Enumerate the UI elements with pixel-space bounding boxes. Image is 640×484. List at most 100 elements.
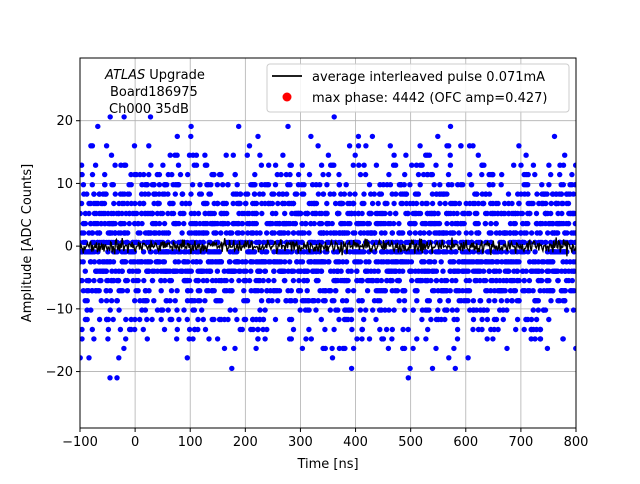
sample-point [451,345,457,352]
sample-point [377,326,383,333]
sample-point [326,259,332,265]
sample-point [214,336,221,342]
sample-point [274,171,280,178]
sample-point [306,307,312,313]
sample-point [431,259,438,265]
sample-point [400,268,406,274]
sample-point [533,316,540,323]
sample-point [159,210,166,217]
sample-point [200,277,206,284]
sample-point [160,162,166,168]
sample-point [110,316,116,323]
sample-point [468,230,474,236]
sample-point [179,191,186,197]
sample-point [569,171,575,178]
sample-point [475,152,481,158]
sample-point [188,191,194,197]
sample-point [564,230,570,236]
sample-point [359,210,365,217]
sample-point [288,162,294,168]
sample-point [154,307,161,313]
sample-point [262,268,268,274]
sample-point [417,230,423,236]
sample-point [96,288,102,294]
x-tick-label: 600 [453,435,478,450]
sample-point [193,162,200,168]
legend-label-average: average interleaved pulse 0.071mA [312,70,545,85]
sample-point [429,365,436,372]
sample-point [357,307,364,313]
x-tick-label: −100 [62,435,98,450]
sample-point [482,220,489,227]
sample-point [137,230,143,236]
sample-point [276,288,283,294]
sample-point [550,288,556,294]
sample-point [429,200,436,207]
sample-point [570,307,576,313]
sample-point [204,200,210,207]
sample-point [484,336,490,342]
sample-point [144,182,150,188]
sample-point [442,316,448,323]
sample-point [102,171,108,178]
sample-point [454,316,460,323]
sample-point [256,239,263,246]
sample-point [444,307,450,313]
sample-point [218,230,224,236]
sample-point [91,191,97,197]
sample-point [479,316,485,323]
sample-point [495,326,501,333]
sample-point [383,326,390,333]
y-tick-label: −20 [46,365,73,380]
y-tick-label: −10 [46,302,73,317]
sample-point [514,316,521,323]
sample-point [428,277,434,284]
sample-point [142,307,149,313]
sample-point [235,259,242,265]
sample-point [147,230,154,236]
sample-point [272,316,279,323]
sample-point [473,307,480,313]
sample-point [243,277,249,284]
sample-point [98,277,104,284]
sample-point [373,316,379,323]
sample-point [197,182,203,188]
sample-point [82,268,89,274]
sample-point [258,162,265,168]
sample-point [560,336,566,342]
y-axis-label: Amplitude [ADC Counts] [20,164,35,322]
sample-point [327,191,333,197]
sample-point [516,298,522,304]
sample-point [91,259,98,265]
sample-point [527,210,533,217]
sample-point [285,123,291,130]
sample-point [236,230,242,236]
sample-point [186,326,193,333]
sample-point [242,259,249,265]
legend-dot-marker [282,92,292,102]
sample-point [465,268,471,274]
sample-point [299,259,306,265]
sample-point [253,200,260,207]
sample-point [470,143,476,149]
sample-point [243,268,249,274]
sample-point [426,307,432,313]
sample-point [514,268,521,274]
sample-point [200,249,207,255]
sample-point [148,162,154,168]
sample-point [251,182,258,188]
sample-point [451,259,457,265]
sample-point [244,298,251,304]
sample-point [433,268,440,274]
sample-point [331,326,337,333]
sample-point [84,307,90,313]
sample-point [435,133,441,140]
sample-point [555,210,561,217]
sample-point [225,182,231,188]
sample-point [483,191,489,197]
sample-point [80,259,86,265]
sample-point [389,336,395,342]
sample-point [329,220,335,227]
